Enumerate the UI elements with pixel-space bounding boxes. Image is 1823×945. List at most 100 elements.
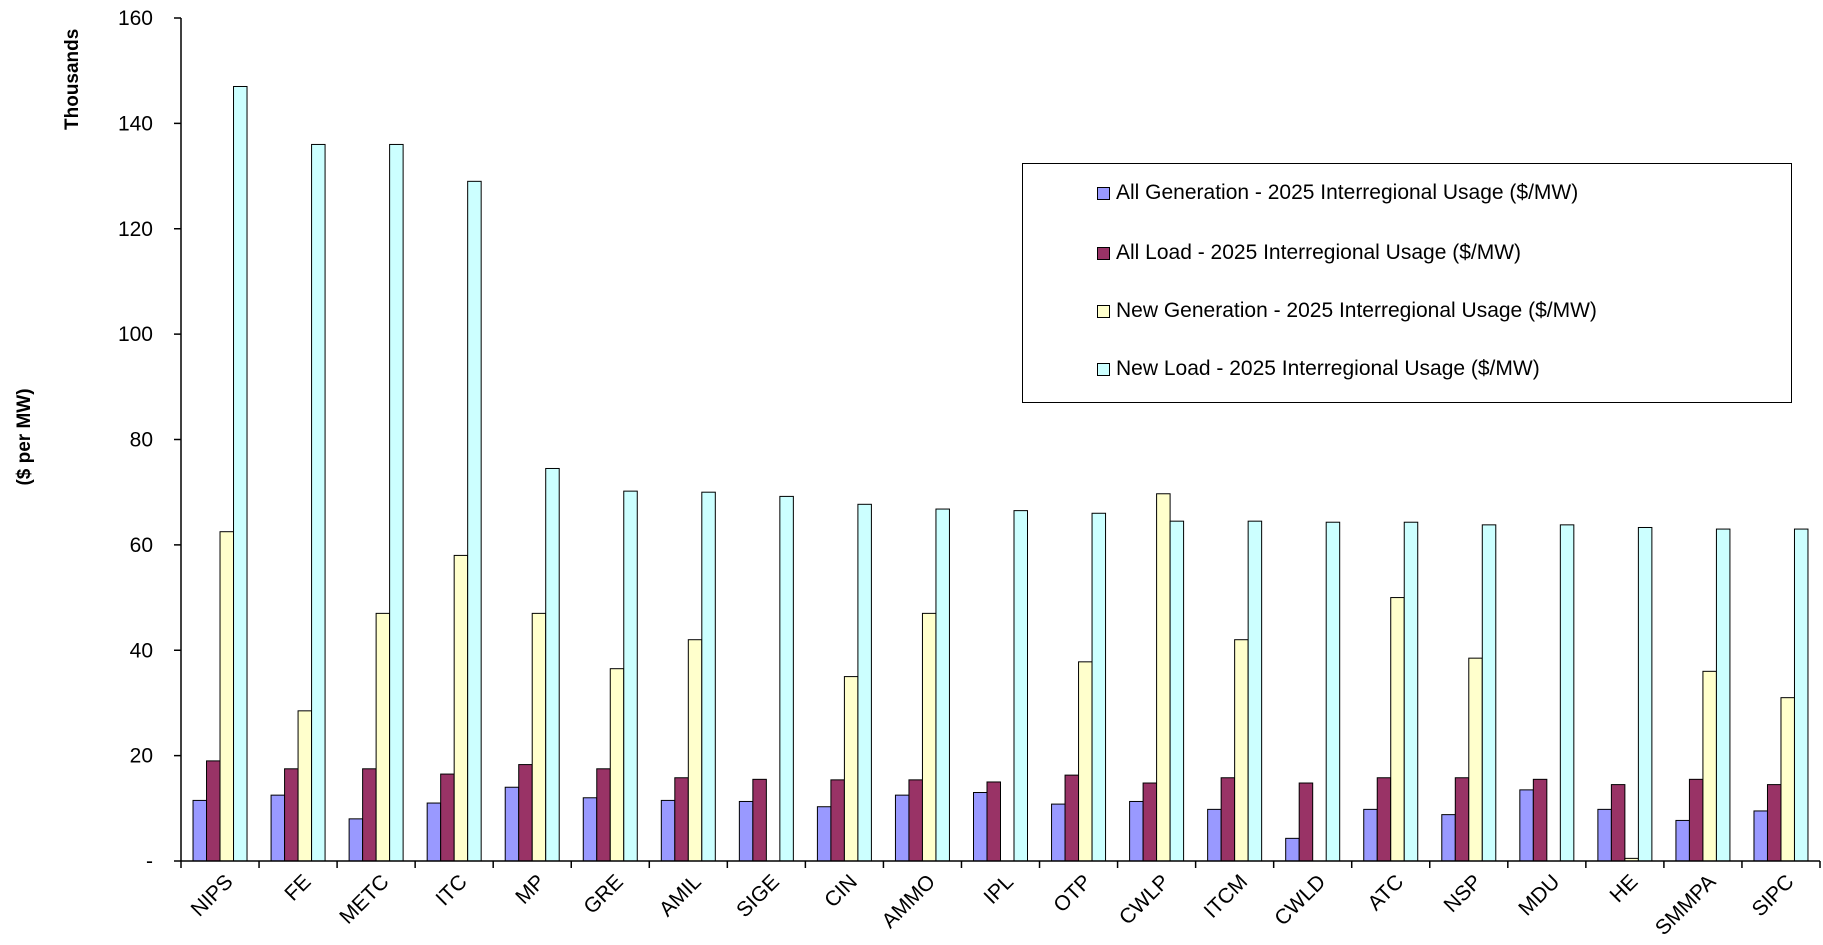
bar <box>440 773 455 862</box>
bar <box>1142 782 1158 862</box>
bar <box>752 778 767 862</box>
bar <box>297 710 313 862</box>
bar <box>1753 810 1768 862</box>
bar <box>219 531 235 862</box>
y-axis: - 20 40 60 80 100 120 140 160 <box>118 7 182 873</box>
bar <box>1715 528 1731 862</box>
bar <box>1376 777 1392 862</box>
y-tick-label: 100 <box>118 323 153 346</box>
bar <box>1325 521 1341 862</box>
bar <box>609 668 625 862</box>
bar <box>348 818 364 862</box>
bar <box>284 768 299 862</box>
bar <box>779 495 794 862</box>
bar <box>660 799 676 862</box>
bar <box>1597 808 1612 862</box>
bar <box>1169 520 1185 862</box>
x-tick-label: AMMO <box>878 870 940 932</box>
bar <box>674 777 689 862</box>
bar <box>426 802 442 862</box>
bar <box>687 639 703 862</box>
bar <box>1793 528 1809 862</box>
y-tick-label: 60 <box>130 534 153 557</box>
x-tick-label: FE <box>280 870 315 905</box>
x-axis: NIPS FE METC ITC MP GRE AMIL SIGE CIN AMMO IPL OTP C… <box>180 860 1821 940</box>
bar <box>1220 777 1236 862</box>
bar <box>1688 778 1704 862</box>
x-tick-label: ATC <box>1363 870 1408 915</box>
x-tick-label: HE <box>1606 870 1643 907</box>
y-tick-label: 20 <box>130 745 153 768</box>
legend-item-all-load: All Load - 2025 Interregional Usage ($/M… <box>1097 241 1521 265</box>
x-tick-label: AMIL <box>655 870 706 921</box>
bar <box>921 612 937 862</box>
bar <box>375 612 391 862</box>
bar <box>596 768 611 862</box>
bar <box>1637 526 1653 862</box>
bar <box>1675 819 1690 862</box>
x-tick-label: SMMPA <box>1651 870 1721 940</box>
bar <box>389 143 404 862</box>
bar <box>504 786 520 862</box>
bar <box>1403 521 1419 862</box>
bar <box>908 779 923 862</box>
bar <box>1702 670 1717 862</box>
bar <box>311 143 326 862</box>
bar <box>816 806 832 862</box>
bar <box>1481 524 1497 862</box>
bar <box>192 799 208 862</box>
bar <box>894 794 910 862</box>
bar <box>623 490 638 862</box>
y-tick-label: 120 <box>118 218 153 241</box>
x-tick-label: SIPC <box>1748 870 1799 921</box>
bar <box>453 554 469 862</box>
bar <box>701 491 716 862</box>
bar <box>1078 661 1093 862</box>
legend-swatch-all-generation <box>1097 186 1110 200</box>
bar <box>1519 789 1534 862</box>
x-tick-label: CWLD <box>1270 870 1330 930</box>
bar <box>1766 784 1782 862</box>
x-tick-label: NIPS <box>187 870 238 921</box>
y-tick-label: - <box>146 850 153 873</box>
bar <box>935 508 950 862</box>
bar <box>1091 512 1107 862</box>
bar <box>973 792 988 862</box>
legend-swatch-all-load <box>1097 246 1110 260</box>
bar <box>1780 697 1795 862</box>
bar <box>1064 774 1080 862</box>
bar <box>1285 837 1300 862</box>
x-tick-label: ITC <box>432 870 472 910</box>
x-tick-label: CWLP <box>1115 870 1174 929</box>
legend-swatch-new-generation <box>1097 304 1110 318</box>
bar <box>1390 597 1405 862</box>
x-tick-label: IPL <box>979 870 1018 909</box>
bar <box>1441 814 1456 862</box>
y-axis-label: ($ per MW) <box>14 388 35 485</box>
bar <box>738 800 754 862</box>
legend-item-new-generation: New Generation - 2025 Interregional Usag… <box>1097 299 1597 323</box>
y-tick-label: 140 <box>118 112 153 135</box>
bar <box>1247 520 1263 862</box>
bar <box>986 781 1001 862</box>
legend-label-all-load: All Load - 2025 Interregional Usage ($/M… <box>1116 241 1522 264</box>
legend-item-new-load: New Load - 2025 Interregional Usage ($/M… <box>1097 357 1540 381</box>
bar <box>1454 777 1470 862</box>
bar <box>233 85 248 862</box>
legend-item-all-generation: All Generation - 2025 Interregional Usag… <box>1097 181 1578 205</box>
legend-label-new-generation: New Generation - 2025 Interregional Usag… <box>1116 299 1597 322</box>
x-tick-label: METC <box>335 870 393 928</box>
x-tick-label: CIN <box>820 870 862 912</box>
legend-label-new-load: New Load - 2025 Interregional Usage ($/M… <box>1116 357 1540 380</box>
x-tick-label: SIGE <box>732 870 784 922</box>
bar <box>1559 524 1575 862</box>
y-tick-label: 80 <box>130 429 153 452</box>
x-tick-label: OTP <box>1049 870 1096 917</box>
bar <box>1234 639 1249 862</box>
x-tick-label: GRE <box>579 870 627 918</box>
bar <box>467 180 482 862</box>
bar <box>270 794 286 862</box>
bar <box>1129 800 1144 862</box>
bar <box>830 779 845 862</box>
